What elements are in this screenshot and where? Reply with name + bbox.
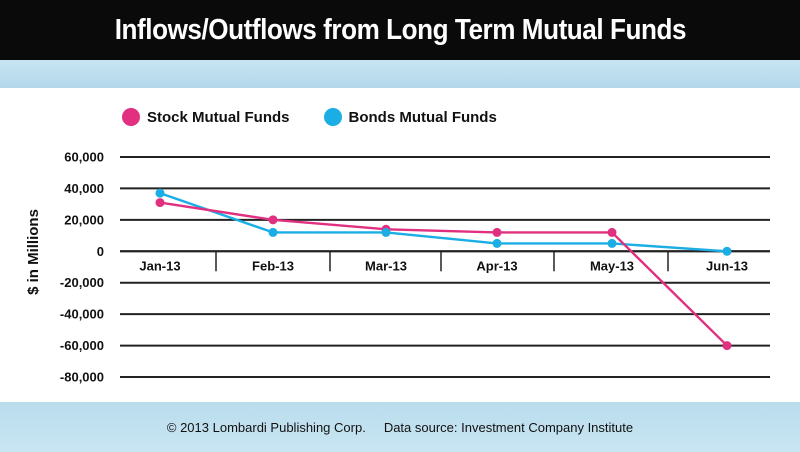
- data-point-1-5: [722, 246, 732, 256]
- x-tick-label: Apr-13: [476, 258, 517, 273]
- x-tick-label: Jan-13: [139, 258, 180, 273]
- y-tick-label: -60,000: [60, 338, 104, 353]
- legend-label-stock: Stock Mutual Funds: [147, 108, 290, 126]
- legend-item-bonds: Bonds Mutual Funds: [323, 108, 497, 126]
- x-tick-label: Jun-13: [706, 258, 748, 273]
- x-tick-label: Feb-13: [252, 258, 294, 273]
- title-bar: Inflows/Outflows from Long Term Mutual F…: [0, 0, 800, 60]
- y-tick-label: -20,000: [60, 275, 104, 290]
- data-point-1-3: [492, 238, 502, 248]
- series-lines: [155, 188, 732, 351]
- x-tick-label: May-13: [590, 258, 634, 273]
- y-tick-label: 0: [97, 244, 104, 259]
- data-point-0-1: [268, 215, 278, 225]
- legend-item-stock: Stock Mutual Funds: [122, 108, 290, 126]
- chart-title: Inflows/Outflows from Long Term Mutual F…: [114, 13, 686, 46]
- y-axis-ticks: 60,000 40,000 20,000 0 -20,000 -40,000 -60,000…: [60, 150, 104, 385]
- y-tick-label: -40,000: [60, 307, 104, 322]
- legend-marker-bonds: [323, 108, 342, 126]
- footer: © 2013 Lombardi Publishing Corp. Data sou…: [167, 420, 633, 435]
- data-point-1-1: [268, 227, 278, 237]
- data-point-1-4: [607, 238, 617, 248]
- data-point-1-2: [381, 227, 391, 237]
- copyright-text: © 2013 Lombardi Publishing Corp.: [166, 419, 366, 435]
- x-axis-categories: Jan-13 Feb-13 Mar-13 Apr-13 May-13 Jun-13: [139, 251, 748, 273]
- data-point-0-5: [722, 341, 732, 351]
- legend-marker-stock: [122, 108, 140, 126]
- y-tick-label: 20,000: [64, 212, 104, 227]
- x-tick-label: Mar-13: [365, 258, 407, 273]
- series-line-1: [159, 192, 728, 253]
- data-point-1-0: [155, 188, 165, 198]
- legend: Stock Mutual Funds Bonds Mutual Funds: [122, 104, 531, 130]
- legend-label-bonds: Bonds Mutual Funds: [348, 108, 497, 126]
- y-tick-label: 60,000: [64, 150, 104, 165]
- y-tick-label: 40,000: [64, 181, 104, 196]
- data-point-0-3: [492, 227, 502, 237]
- grid-lines: [120, 156, 770, 378]
- data-point-0-0: [155, 198, 165, 208]
- series-line-0: [159, 201, 728, 347]
- y-axis-label: $ in Millions: [25, 209, 42, 295]
- footer-band: © 2013 Lombardi Publishing Corp. Data sou…: [0, 402, 800, 452]
- y-tick-label: -80,000: [60, 370, 104, 385]
- data-point-0-4: [607, 227, 617, 237]
- header-band: [0, 60, 800, 88]
- data-source-text: Data source: Investment Company Institut…: [383, 419, 634, 435]
